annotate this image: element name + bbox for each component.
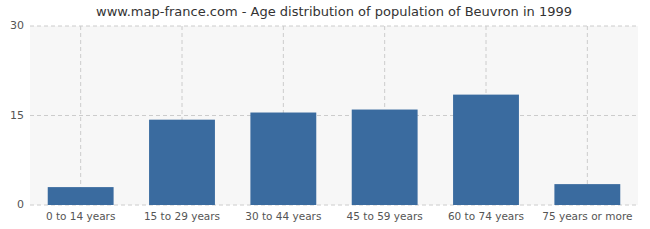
y-axis: 0 15 30 <box>10 19 24 211</box>
x-tick-label: 30 to 44 years <box>245 210 321 222</box>
y-tick-label: 15 <box>10 109 24 122</box>
x-tick-label: 45 to 59 years <box>347 210 423 222</box>
chart: 0 15 30 0 to 14 years 15 to 29 years 30 to 44… <box>0 0 650 229</box>
y-grid-line <box>30 115 638 116</box>
bar <box>554 184 620 205</box>
x-axis: 0 to 14 years 15 to 29 years 30 to 44 year… <box>46 210 633 222</box>
y-tick-label: 30 <box>10 19 24 32</box>
chart-container: 0 15 30 0 to 14 years 15 to 29 years 30 to 44… <box>0 0 650 229</box>
title: www.map-france.com - Age distribution of… <box>96 4 572 19</box>
y-grid-line <box>30 205 638 206</box>
x-tick-label: 60 to 74 years <box>448 210 524 222</box>
x-grid-line <box>80 26 81 205</box>
y-grid-line <box>30 26 638 27</box>
grid <box>30 26 638 205</box>
x-grid-line <box>587 26 588 205</box>
bar <box>453 95 519 205</box>
plot-background <box>30 26 638 205</box>
x-tick-label: 15 to 29 years <box>144 210 220 222</box>
y-tick-label: 0 <box>17 198 24 211</box>
bar <box>48 187 114 205</box>
bar <box>352 110 418 205</box>
bar <box>149 120 215 205</box>
x-tick-label: 75 years or more <box>542 210 632 222</box>
bars <box>48 95 621 205</box>
x-tick-label: 0 to 14 years <box>46 210 116 222</box>
bar <box>250 113 316 205</box>
